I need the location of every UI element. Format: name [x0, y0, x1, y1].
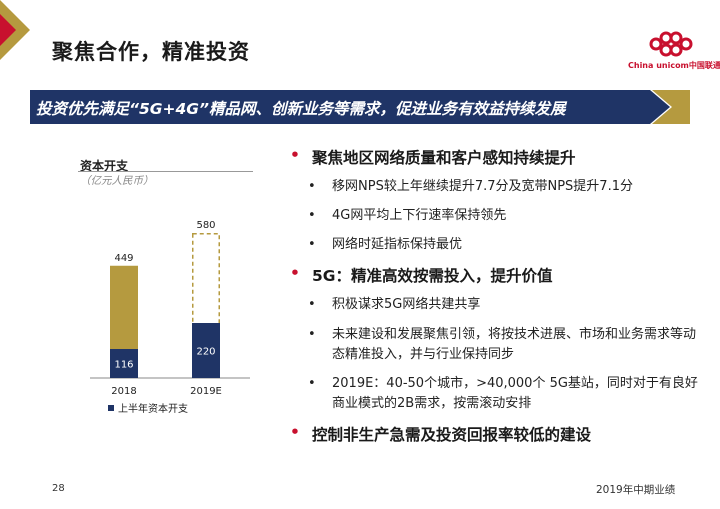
logo-text: China unicom中国联通	[628, 61, 720, 70]
bullet-sub-text: 网络时延指标保持最优	[332, 237, 463, 253]
chart-title-divider	[78, 171, 253, 172]
bullet-dot: •	[290, 423, 300, 442]
bullet-sub-dot: •	[308, 297, 316, 313]
bullet-main-text: 聚焦地区网络质量和客户感知持续提升	[312, 149, 576, 167]
bullet-main: • 控制非生产急需及投资回报率较低的建设	[290, 423, 700, 445]
data-label-total-2018: 449	[114, 253, 133, 264]
bullet-sub-dot: •	[308, 375, 316, 391]
chart-unit: （亿元人民币）	[80, 175, 154, 187]
bullet-sub: • 未来建设和发展聚焦引领，将按技术进展、市场和业务需求等动态精准投入，并与行业保…	[308, 325, 700, 365]
china-unicom-logo: China unicom中国联通	[628, 30, 720, 86]
page-number: 28	[52, 483, 65, 494]
bullet-sub-dot: •	[308, 208, 316, 224]
bullet-sub-dot: •	[308, 326, 316, 342]
bullet-sub-dot: •	[308, 179, 316, 194]
bullet-sub-text: 积极谋求5G网络共建共享	[332, 297, 481, 313]
headline-banner	[30, 90, 690, 124]
bullet-main-text: 5G：精准高效按需投入，提升价值	[312, 267, 553, 286]
bullet-sub-text: 未来建设和发展聚焦引领，将按技术进展、市场和业务需求等动态精准投入，并与行业保持…	[332, 326, 697, 362]
bullet-dot: •	[290, 146, 300, 164]
data-label-total-2019E: 580	[196, 220, 215, 231]
bullet-main-text: 控制非生产急需及投资回报率较低的建设	[312, 426, 592, 445]
bullet-sub-text: 2019E：40-50个城市，>40,000个 5G基站，同时对于有良好商业模式…	[332, 375, 698, 411]
bar-h1-2018	[110, 349, 138, 378]
bullet-sub: • 积极谋求5G网络共建共享	[308, 295, 700, 315]
headline-banner-text: 投资优先满足“5G+4G”精品网、创新业务等需求，促进业务有效益持续发展	[36, 100, 566, 118]
slide-title: 聚焦合作，精准投资	[52, 40, 250, 64]
bullet-sub: • 4G网平均上下行速率保持领先	[308, 206, 700, 226]
x-tick-label-2019E: 2019E	[190, 386, 222, 397]
bullet-sub: • 移网NPS较上年继续提升7.7分及宽带NPS提升7.1分	[308, 177, 700, 197]
bar-h1-2019E	[192, 323, 220, 378]
unicom-knot-icon	[649, 31, 693, 57]
data-label-h1-2019E: 220	[196, 347, 215, 358]
chart-title: 资本开支	[80, 159, 129, 173]
bullet-sub: • 2019E：40-50个城市，>40,000个 5G基站，同时对于有良好商业模…	[308, 374, 700, 414]
bullet-sub-dot: •	[308, 237, 316, 253]
bullet-sub: • 网络时延指标保持最优	[308, 235, 700, 255]
bullet-main: • 5G：精准高效按需投入，提升价值	[290, 264, 700, 286]
bullet-sub-text: 4G网平均上下行速率保持领先	[332, 208, 507, 224]
data-label-h1-2018: 116	[114, 360, 133, 371]
x-tick-label-2018: 2018	[111, 386, 136, 397]
bullet-main: • 聚焦地区网络质量和客户感知持续提升	[290, 146, 700, 168]
legend-label-h1: 上半年资本开支	[118, 402, 188, 415]
corner-decoration	[0, 0, 30, 60]
bullet-dot: •	[290, 264, 300, 283]
footer-report-title: 2019年中期业绩	[596, 484, 676, 496]
bullet-sub-text: 移网NPS较上年继续提升7.7分及宽带NPS提升7.1分	[332, 179, 633, 194]
legend-swatch-h1	[108, 405, 114, 411]
bullet-list: • 聚焦地区网络质量和客户感知持续提升 • 移网NPS较上年继续提升7.7分及宽带NP…	[290, 146, 700, 454]
